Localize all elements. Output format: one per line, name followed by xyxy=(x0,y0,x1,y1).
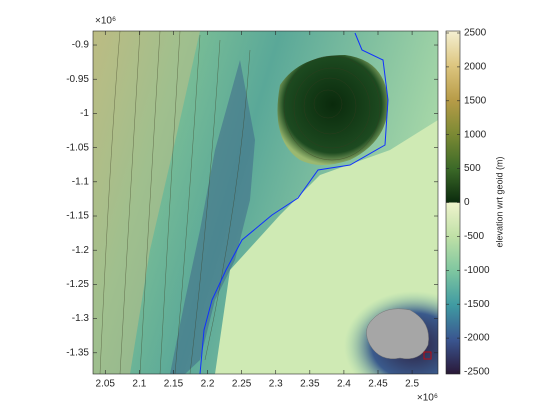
x-tick-label: 2.3 xyxy=(269,379,283,390)
y-tick-label: -1.25 xyxy=(66,279,89,290)
y-tick-label: -1.35 xyxy=(66,347,89,358)
colorbar-tick-label: -2500 xyxy=(464,367,490,378)
colorbar-tick-label: -1000 xyxy=(464,265,490,276)
y-multiplier: ×10⁶ xyxy=(95,16,116,27)
colorbar-tick-label: 1000 xyxy=(464,129,487,140)
colorbar-tick-label: 500 xyxy=(464,163,481,174)
y-tick-label: -1.05 xyxy=(66,142,89,153)
colorbar-label: elevation wrt geoid (m) xyxy=(494,156,504,247)
y-tick-label: -1.2 xyxy=(72,245,90,256)
x-tick-label: 2.15 xyxy=(164,379,184,390)
colorbar-tick-label: 2500 xyxy=(464,28,487,39)
x-tick-label: 2.05 xyxy=(96,379,116,390)
x-tick-label: 2.1 xyxy=(132,379,146,390)
x-tick-label: 2.5 xyxy=(405,379,419,390)
axes-frame xyxy=(92,30,439,375)
x-tick-label: 2.25 xyxy=(232,379,252,390)
colorbar-tick-label: 2000 xyxy=(464,62,487,73)
colorbar-tick-label: -1500 xyxy=(464,299,490,310)
x-tick-label: 2.35 xyxy=(300,379,320,390)
colorbar-tick-label: 0 xyxy=(464,197,470,208)
y-tick-label: -1.1 xyxy=(72,176,90,187)
y-tick-label: -0.95 xyxy=(66,74,89,85)
x-tick-label: 2.45 xyxy=(368,379,388,390)
colorbar-tick-label: -500 xyxy=(464,231,484,242)
y-tick-label: -0.9 xyxy=(72,40,90,51)
y-tick-label: -1.15 xyxy=(66,211,89,222)
x-tick-label: 2.2 xyxy=(201,379,215,390)
colorbar-tick-label: 1500 xyxy=(464,95,487,106)
y-tick-label: -1 xyxy=(80,108,89,119)
x-tick-label: 2.4 xyxy=(337,379,351,390)
colorbar-tick-label: -2000 xyxy=(464,333,490,344)
x-multiplier: ×10⁶ xyxy=(417,393,438,404)
y-tick-label: -1.3 xyxy=(72,313,90,324)
elevation-map xyxy=(93,31,438,374)
